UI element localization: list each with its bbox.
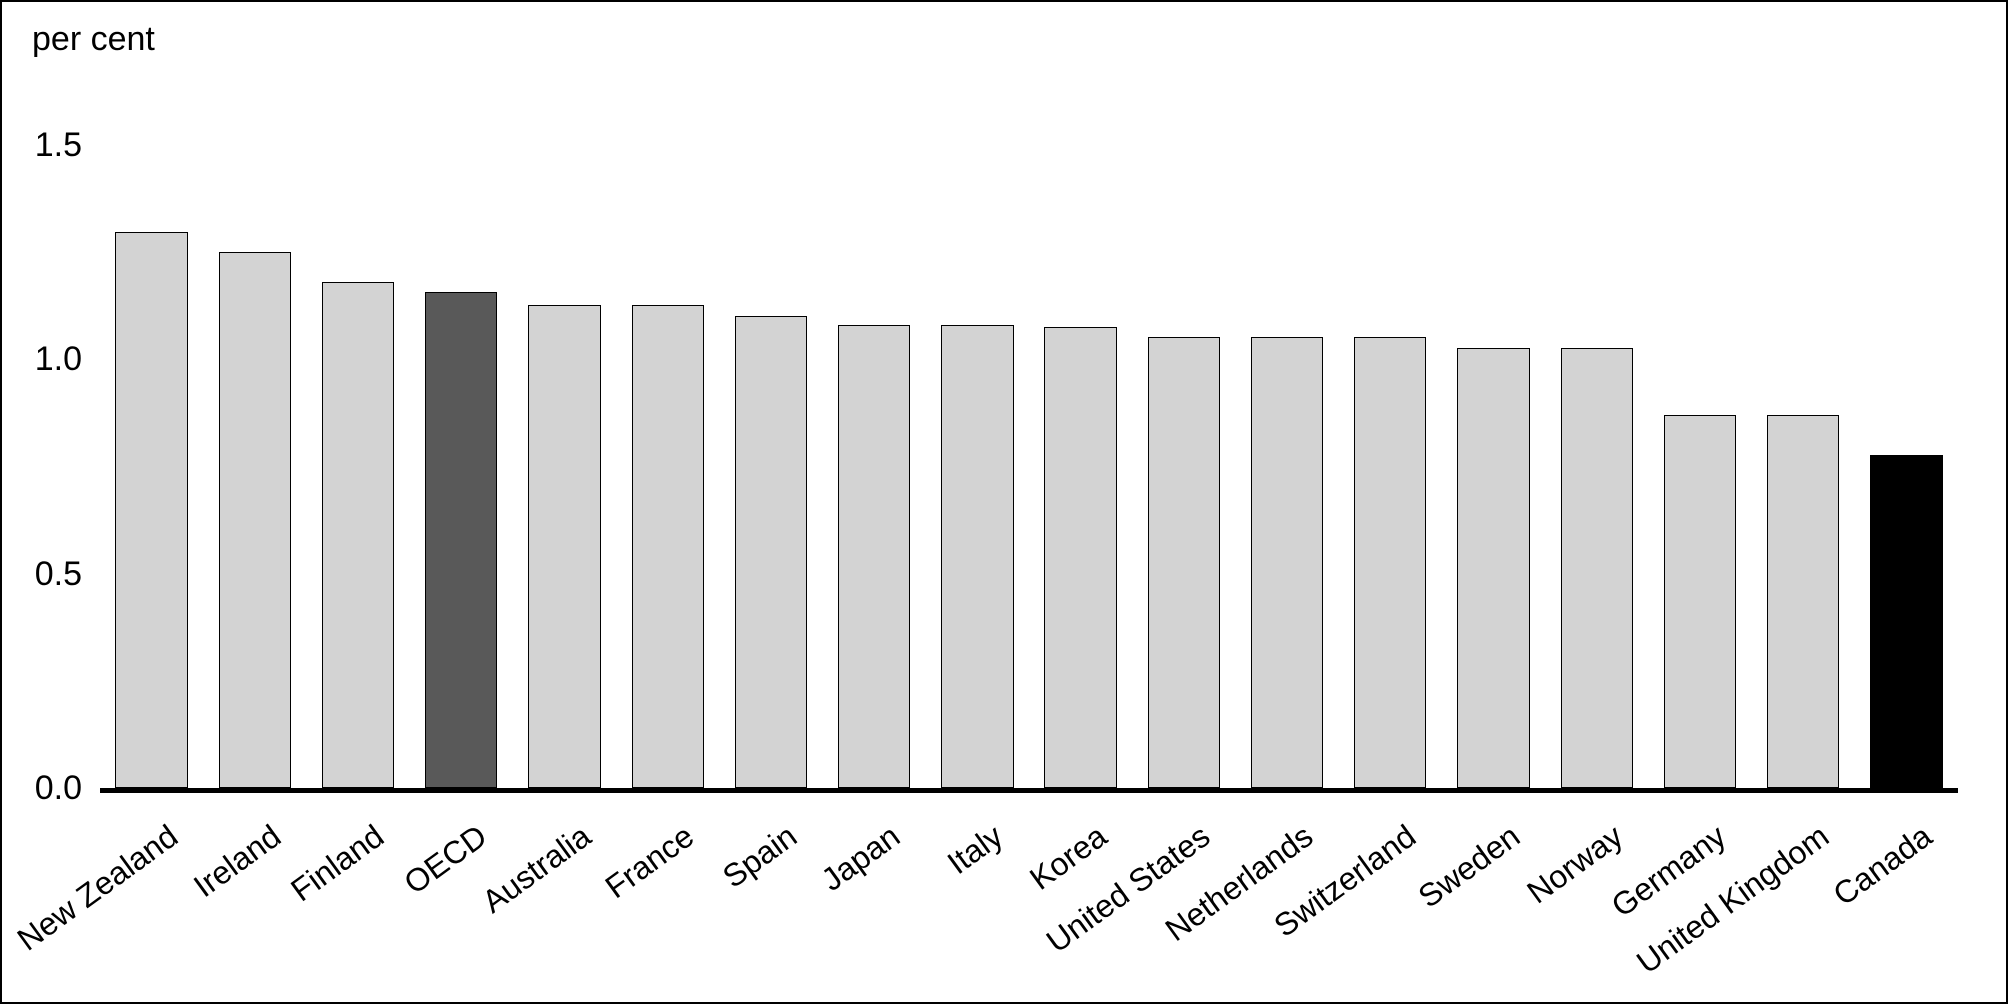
- y-tick-label: 0.0: [2, 769, 82, 808]
- x-tick-label: New Zealand: [10, 818, 184, 959]
- x-axis-line: [100, 788, 1958, 793]
- x-tick-label: Spain: [716, 818, 804, 896]
- x-tick-label: Ireland: [187, 818, 288, 905]
- bar: [1148, 337, 1220, 788]
- x-tick-label: France: [598, 818, 700, 906]
- y-tick-label: 1.5: [2, 126, 82, 165]
- bar: [219, 252, 291, 788]
- bar: [1457, 348, 1529, 788]
- bar: [115, 232, 187, 788]
- bar: [1354, 337, 1426, 788]
- y-tick-label: 1.0: [2, 340, 82, 379]
- y-tick-label: 0.5: [2, 555, 82, 594]
- bar: [1251, 337, 1323, 788]
- x-tick-label: Canada: [1827, 818, 1939, 914]
- bar: [1044, 327, 1116, 788]
- x-tick-label: Australia: [475, 818, 597, 921]
- x-tick-label: Japan: [815, 818, 907, 899]
- bar: [425, 292, 497, 788]
- bar: [1561, 348, 1633, 788]
- bar: [1870, 455, 1942, 788]
- bar: [838, 325, 910, 788]
- bar: [1664, 415, 1736, 788]
- y-axis-title: per cent: [32, 20, 155, 59]
- bar: [528, 305, 600, 788]
- bar: [1767, 415, 1839, 788]
- bar: [941, 325, 1013, 788]
- bar: [322, 282, 394, 788]
- bar: [735, 316, 807, 788]
- x-tick-label: Sweden: [1411, 818, 1526, 916]
- bar: [632, 305, 704, 788]
- x-tick-label: Finland: [284, 818, 391, 910]
- chart-container: per cent 0.0 0.5 1.0 1.5 New ZealandIreland…: [0, 0, 2008, 1004]
- x-tick-label: Italy: [941, 818, 1010, 882]
